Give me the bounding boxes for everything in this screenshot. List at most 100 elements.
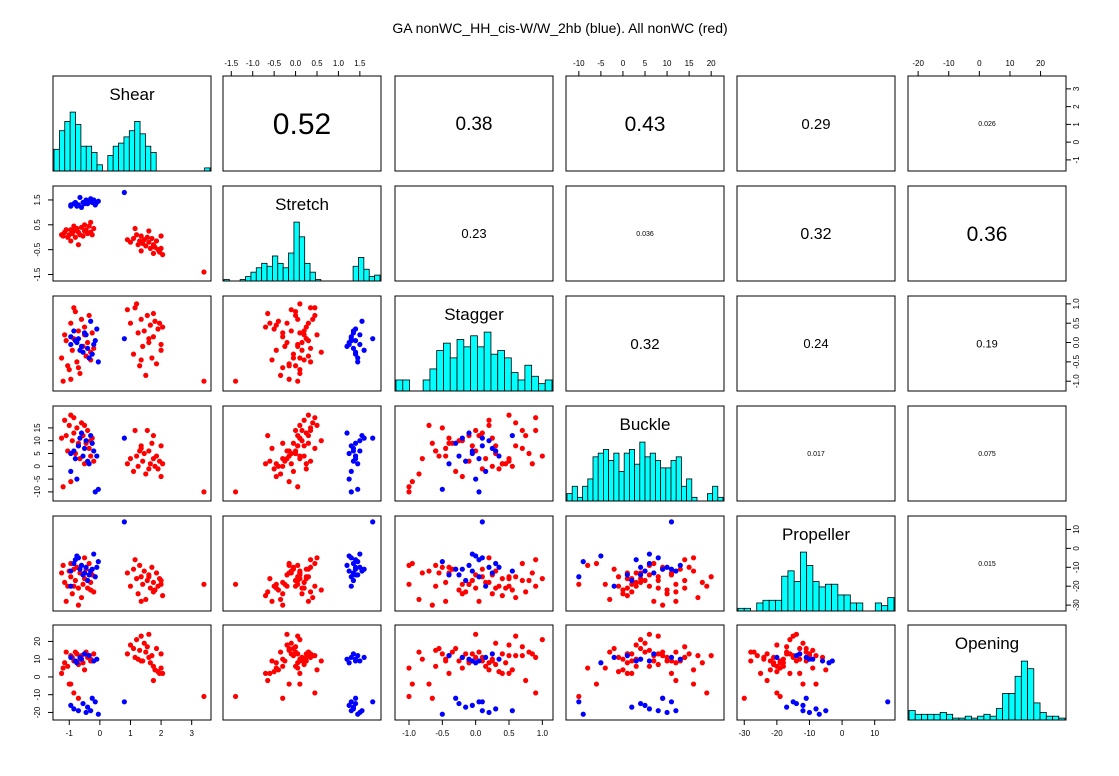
red-point <box>132 305 138 311</box>
red-point <box>615 574 622 580</box>
histogram-bar <box>91 151 98 172</box>
red-point <box>436 570 442 576</box>
panel-frame <box>907 515 1067 612</box>
panel-frame <box>394 75 554 172</box>
red-point <box>297 422 303 428</box>
red-point <box>305 566 312 572</box>
blue-point <box>446 461 452 467</box>
red-point <box>158 245 164 252</box>
correlation-value: 0.32 <box>630 336 659 353</box>
red-point <box>539 637 545 643</box>
histogram-bar <box>639 441 646 502</box>
red-point <box>71 690 77 696</box>
blue-point <box>624 572 630 578</box>
red-point <box>160 252 166 258</box>
red-point <box>152 318 158 324</box>
red-point <box>624 660 630 666</box>
blue-point <box>94 564 100 570</box>
blue-point <box>344 562 350 568</box>
red-point <box>137 647 143 653</box>
blue-point <box>459 566 465 572</box>
red-point <box>124 651 131 657</box>
histogram-bar <box>85 145 93 172</box>
red-point <box>141 568 147 574</box>
blue-point <box>673 568 679 574</box>
tick-label: 1 <box>1072 122 1081 127</box>
red-point <box>406 489 412 495</box>
histogram-bar <box>293 221 300 282</box>
tick-label: -0.5 <box>1072 354 1081 368</box>
histogram-bar <box>368 276 376 282</box>
red-point <box>633 583 639 589</box>
red-point <box>290 653 297 659</box>
blue-point <box>68 568 74 574</box>
correlation-value: 0.075 <box>978 451 996 458</box>
histogram-bar <box>608 460 615 502</box>
red-point <box>318 438 324 444</box>
red-point <box>295 574 301 580</box>
red-point <box>651 658 657 664</box>
panel-frame <box>222 515 382 612</box>
red-point <box>310 316 316 322</box>
red-point <box>267 320 273 326</box>
red-point <box>539 576 545 582</box>
red-point <box>303 336 309 342</box>
tick-label: 1.0 <box>333 59 345 68</box>
red-point <box>275 463 282 469</box>
variable-label-shear: Shear <box>109 85 155 104</box>
red-point <box>280 334 286 340</box>
red-point <box>201 489 207 495</box>
blue-point <box>611 654 617 661</box>
red-point <box>307 305 314 311</box>
red-point <box>275 587 282 593</box>
blue-point <box>633 658 639 664</box>
red-point <box>810 647 816 653</box>
correlation-value: 0.19 <box>976 338 997 350</box>
red-point <box>523 677 529 684</box>
panel-propeller-stretch <box>222 515 382 612</box>
tick-label: 0 <box>621 59 626 68</box>
red-point <box>307 589 314 595</box>
red-point <box>486 417 492 423</box>
histogram-bar <box>145 145 152 172</box>
red-point <box>299 427 305 434</box>
tick-label: 20 <box>707 59 716 68</box>
red-point <box>704 583 710 589</box>
blue-point <box>74 476 80 482</box>
red-point <box>307 345 314 351</box>
blue-point <box>819 658 826 664</box>
red-point <box>748 658 754 664</box>
histogram-bar <box>964 715 972 721</box>
red-point <box>439 425 445 431</box>
tick-label: -1.0 <box>402 729 416 738</box>
red-point <box>292 427 299 434</box>
blue-point <box>463 704 469 710</box>
histogram-bar <box>644 456 651 502</box>
blue-point <box>446 653 452 659</box>
red-point <box>314 555 320 561</box>
red-point <box>62 417 68 423</box>
red-point <box>506 670 512 676</box>
red-point <box>655 585 661 591</box>
red-point <box>133 637 140 643</box>
blue-point <box>646 551 653 557</box>
histogram-bar <box>597 452 604 502</box>
blue-point <box>74 339 80 346</box>
blue-point <box>439 559 445 565</box>
histogram-bar <box>128 130 136 172</box>
red-point <box>150 334 157 340</box>
red-point <box>86 560 92 567</box>
red-point <box>141 450 147 457</box>
red-point <box>439 564 445 570</box>
red-point <box>751 649 757 655</box>
blue-point <box>493 706 499 712</box>
variable-label-stretch: Stretch <box>275 195 329 214</box>
panel-frame <box>52 75 212 172</box>
histogram-bar <box>768 599 776 612</box>
blue-point <box>629 704 635 710</box>
tick-label: 0 <box>1072 546 1081 551</box>
red-point <box>301 417 307 423</box>
blue-point <box>370 435 376 441</box>
red-point <box>629 589 635 595</box>
